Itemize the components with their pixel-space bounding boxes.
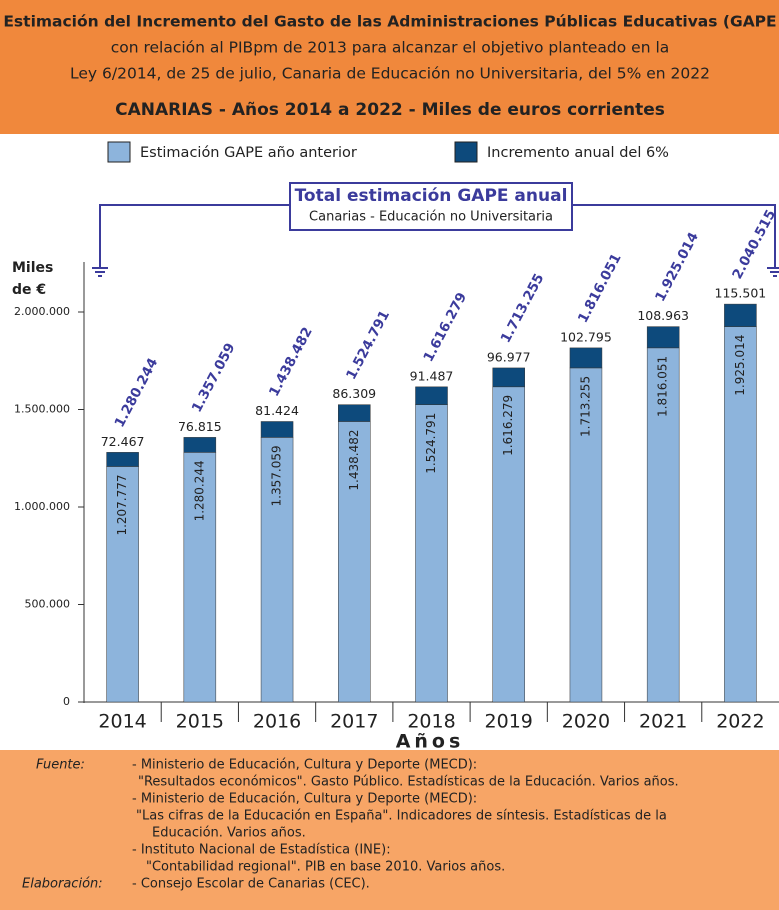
y-tick-label: 1.000.000	[14, 500, 70, 513]
bar-segment	[260, 437, 294, 703]
bar-segment	[569, 347, 603, 369]
bar-segment	[415, 386, 448, 405]
y-tick-label: 0	[63, 695, 70, 708]
footer-bg	[0, 750, 779, 910]
total-label: 1.280.244	[112, 355, 162, 430]
x-tick-label: 2021	[639, 711, 687, 733]
y-label: de €	[12, 282, 46, 298]
bar-segment	[106, 466, 139, 703]
bar-segment	[492, 367, 525, 388]
x-tick-label: 2014	[98, 711, 146, 733]
bar-segment	[260, 421, 294, 438]
total-annotation-subtitle: Canarias - Educación no Universitaria	[309, 210, 553, 225]
total-annotation-title: Total estimación GAPE anual	[295, 186, 568, 206]
x-tick-label: 2016	[253, 711, 301, 733]
value-label: 1.524.791	[424, 413, 438, 474]
value-label: 1.925.014	[733, 335, 747, 396]
value-label: 102.795	[560, 329, 612, 344]
y-tick-label: 2.000.000	[14, 305, 70, 318]
total-label: 1.438.482	[266, 325, 316, 400]
chart-title: Estimación del Incremento del Gasto de l…	[3, 13, 776, 31]
footer-line: - Instituto Nacional de Estadística (INE…	[132, 843, 391, 858]
bar-segment	[646, 326, 680, 349]
x-tick-label: 2019	[485, 711, 533, 733]
bar-segment	[183, 437, 217, 453]
legend-swatch	[107, 141, 131, 163]
total-label: 1.357.059	[189, 340, 239, 415]
footer-line: - Consejo Escolar de Canarias (CEC).	[132, 877, 370, 892]
footer-line: "Contabilidad regional". PIB en base 201…	[146, 860, 505, 875]
y-tick-label: 500.000	[25, 598, 71, 611]
bar-segment	[724, 326, 757, 703]
footer-line: "Resultados económicos". Gasto Público. …	[138, 775, 679, 790]
value-label: 1.816.051	[656, 356, 670, 417]
value-label: 1.207.777	[115, 474, 129, 535]
bar-segment	[338, 421, 371, 703]
value-label: 81.424	[255, 403, 299, 418]
bar-segment	[646, 347, 680, 703]
total-label: 2.040.515	[729, 207, 779, 282]
footer-line: "Las cifras de la Educación en España". …	[136, 809, 667, 824]
x-tick-label: 2017	[330, 711, 378, 733]
chart-title: Ley 6/2014, de 25 de julio, Canaria de E…	[70, 65, 710, 83]
value-label: 96.977	[487, 349, 531, 364]
value-label: 76.815	[178, 419, 222, 434]
footer-line: - Ministerio de Educación, Cultura y Dep…	[132, 758, 477, 773]
bracket	[92, 182, 779, 277]
x-label: Años	[396, 731, 465, 753]
footer-label: Fuente:	[36, 758, 85, 773]
value-label: 1.357.059	[270, 445, 284, 506]
bar-segment	[492, 386, 525, 703]
x-tick-label: 2022	[716, 711, 764, 733]
value-label: 91.487	[410, 368, 454, 383]
value-label: 72.467	[101, 434, 145, 449]
header-bg	[0, 0, 779, 134]
legend-swatch	[454, 141, 478, 163]
bar-segment	[724, 303, 757, 327]
bar-segment	[106, 452, 139, 467]
legend-label: Incremento anual del 6%	[487, 145, 669, 161]
bar-segment	[415, 404, 448, 703]
bar-segment	[569, 367, 603, 703]
x-tick-label: 2020	[562, 711, 610, 733]
chart-title: con relación al PIBpm de 2013 para alcan…	[111, 39, 670, 57]
total-label: 1.713.255	[498, 271, 548, 346]
value-label: 108.963	[637, 308, 689, 323]
y-label: Miles	[12, 260, 53, 276]
footer-line: - Ministerio de Educación, Cultura y Dep…	[132, 792, 477, 807]
bar-segment	[338, 404, 371, 422]
footer-label: Elaboración:	[22, 877, 103, 892]
total-label: 1.816.051	[575, 251, 625, 326]
value-label: 1.713.255	[578, 376, 592, 437]
value-label: 1.616.279	[501, 395, 515, 456]
x-tick-label: 2018	[407, 711, 455, 733]
value-label: 1.280.244	[192, 460, 206, 521]
x-tick-label: 2015	[176, 711, 224, 733]
total-label: 1.616.279	[420, 290, 470, 365]
total-label: 1.524.791	[343, 308, 393, 383]
value-label: 1.438.482	[347, 429, 361, 490]
footer-line: Educación. Varios años.	[152, 826, 306, 841]
chart-subtitle: CANARIAS - Años 2014 a 2022 - Miles de e…	[115, 100, 665, 120]
y-tick-label: 1.500.000	[14, 403, 70, 416]
legend-label: Estimación GAPE año anterior	[140, 145, 357, 161]
total-label: 1.925.014	[652, 230, 702, 305]
value-label: 86.309	[332, 386, 376, 401]
value-label: 115.501	[715, 286, 767, 301]
